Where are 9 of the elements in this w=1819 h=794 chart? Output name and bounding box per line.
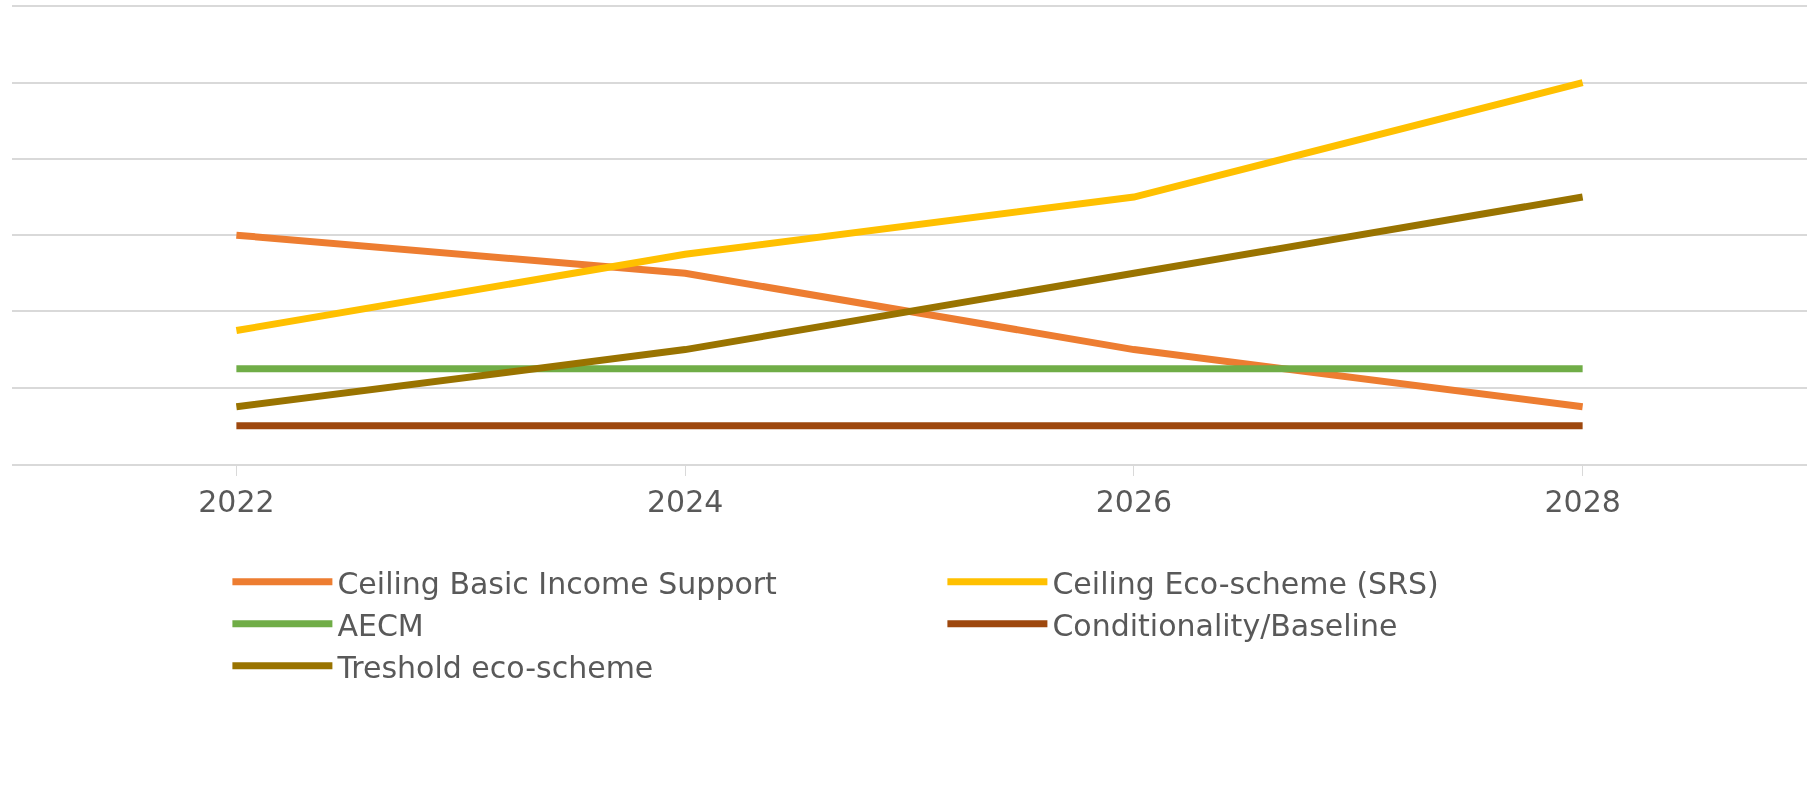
x-tick-label: 2022 [198,484,275,519]
legend-label: Ceiling Basic Income Support [337,565,778,601]
legend-label: Ceiling Eco-scheme (SRS) [1052,565,1439,601]
x-tick-label: 2028 [1544,484,1621,519]
legend-label: Treshold eco-scheme [336,649,654,685]
x-tick-label: 2026 [1095,484,1173,519]
legend-label: AECM [337,607,424,643]
legend-label: Conditionality/Baseline [1052,607,1398,643]
x-tick-label: 2024 [646,484,724,519]
